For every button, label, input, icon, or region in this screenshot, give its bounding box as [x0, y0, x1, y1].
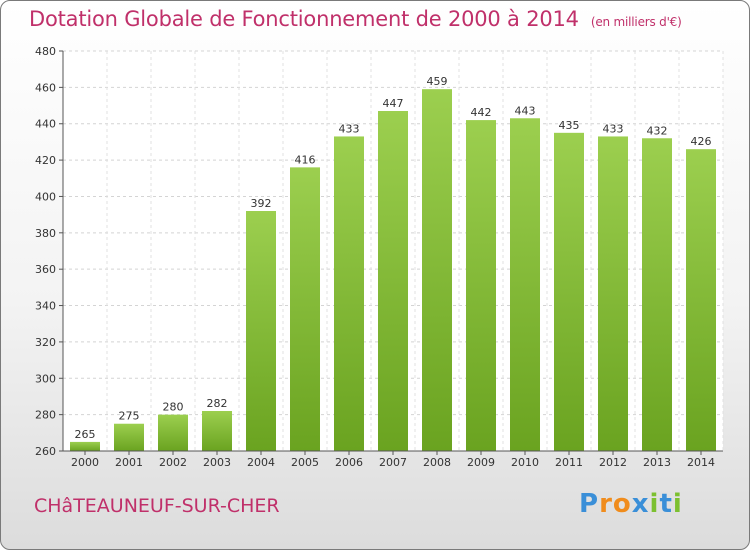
bar-value-label: 442 — [471, 106, 492, 119]
y-tick-label: 300 — [35, 372, 56, 385]
logo-letter: o — [612, 489, 632, 519]
bar — [422, 89, 452, 451]
bar-value-label: 280 — [163, 401, 184, 414]
x-tick-label: 2001 — [115, 456, 143, 469]
y-tick-label: 340 — [35, 300, 56, 313]
bar — [70, 441, 100, 451]
bar-layer: 265 275 280 282 392 416 433 447 459 442 443 435 433 4… — [70, 75, 716, 452]
x-tick-label: 2007 — [379, 456, 407, 469]
bar-value-label: 265 — [75, 428, 96, 441]
y-tick-label: 480 — [35, 45, 56, 58]
commune-name: CHâTEAUNEUF-SUR-CHER — [34, 495, 280, 517]
proxiti-logo[interactable]: Proxiti — [579, 489, 683, 519]
bar — [642, 138, 672, 452]
bar-value-label: 433 — [339, 122, 360, 135]
bar — [510, 118, 540, 451]
y-tick-label: 400 — [35, 190, 56, 203]
bar — [598, 136, 628, 452]
bar-value-label: 447 — [383, 97, 404, 110]
bar — [202, 411, 232, 451]
x-tick-label: 2006 — [335, 456, 363, 469]
bar — [466, 120, 496, 451]
bar — [246, 211, 276, 451]
logo-letter: i — [672, 489, 683, 519]
bar — [114, 423, 144, 451]
x-tick-label: 2004 — [247, 456, 275, 469]
bar — [158, 414, 188, 451]
bar-value-label: 392 — [251, 197, 272, 210]
x-tick-label: 2011 — [555, 456, 583, 469]
bar-value-label: 432 — [647, 124, 668, 137]
bar-value-label: 426 — [691, 135, 712, 148]
logo-letter: r — [599, 489, 613, 519]
y-tick-label: 360 — [35, 263, 56, 276]
bar — [334, 136, 364, 452]
logo-letter: x — [631, 489, 650, 519]
y-tick-label: 440 — [35, 118, 56, 131]
y-tick-label: 320 — [35, 336, 56, 349]
x-tick-label: 2013 — [643, 456, 671, 469]
bar-value-label: 282 — [207, 397, 228, 410]
bar-value-label: 433 — [603, 122, 624, 135]
bar — [686, 149, 716, 451]
y-tick-label: 260 — [35, 445, 56, 458]
bar-value-label: 275 — [119, 410, 140, 423]
chart-title: Dotation Globale de Fonctionnement de 20… — [29, 7, 682, 31]
x-tick-label: 2005 — [291, 456, 319, 469]
x-tick-label: 2008 — [423, 456, 451, 469]
x-tick-label: 2000 — [71, 456, 99, 469]
bar — [378, 111, 408, 451]
x-tick-label: 2014 — [687, 456, 715, 469]
bar — [290, 167, 320, 451]
x-tick-label: 2010 — [511, 456, 539, 469]
x-tick-label: 2012 — [599, 456, 627, 469]
x-tick-label: 2002 — [159, 456, 187, 469]
y-tick-label: 420 — [35, 154, 56, 167]
y-tick-label: 280 — [35, 409, 56, 422]
y-tick-label: 460 — [35, 81, 56, 94]
chart-unit-note: (en milliers d'€) — [590, 15, 682, 29]
logo-letter: t — [659, 489, 673, 519]
logo-letter: i — [649, 489, 660, 519]
axis-layer: 260 280 300 320 340 360 380 400 420 440 460 480 2000… — [35, 45, 723, 469]
bar-value-label: 443 — [515, 104, 536, 117]
bar-value-label: 416 — [295, 153, 316, 166]
bar-value-label: 435 — [559, 119, 580, 132]
bar — [554, 132, 584, 451]
logo-letter: P — [579, 489, 600, 519]
bar-value-label: 459 — [427, 75, 448, 88]
x-tick-label: 2009 — [467, 456, 495, 469]
y-tick-label: 380 — [35, 227, 56, 240]
x-tick-label: 2003 — [203, 456, 231, 469]
chart-title-text: Dotation Globale de Fonctionnement de 20… — [29, 7, 579, 31]
